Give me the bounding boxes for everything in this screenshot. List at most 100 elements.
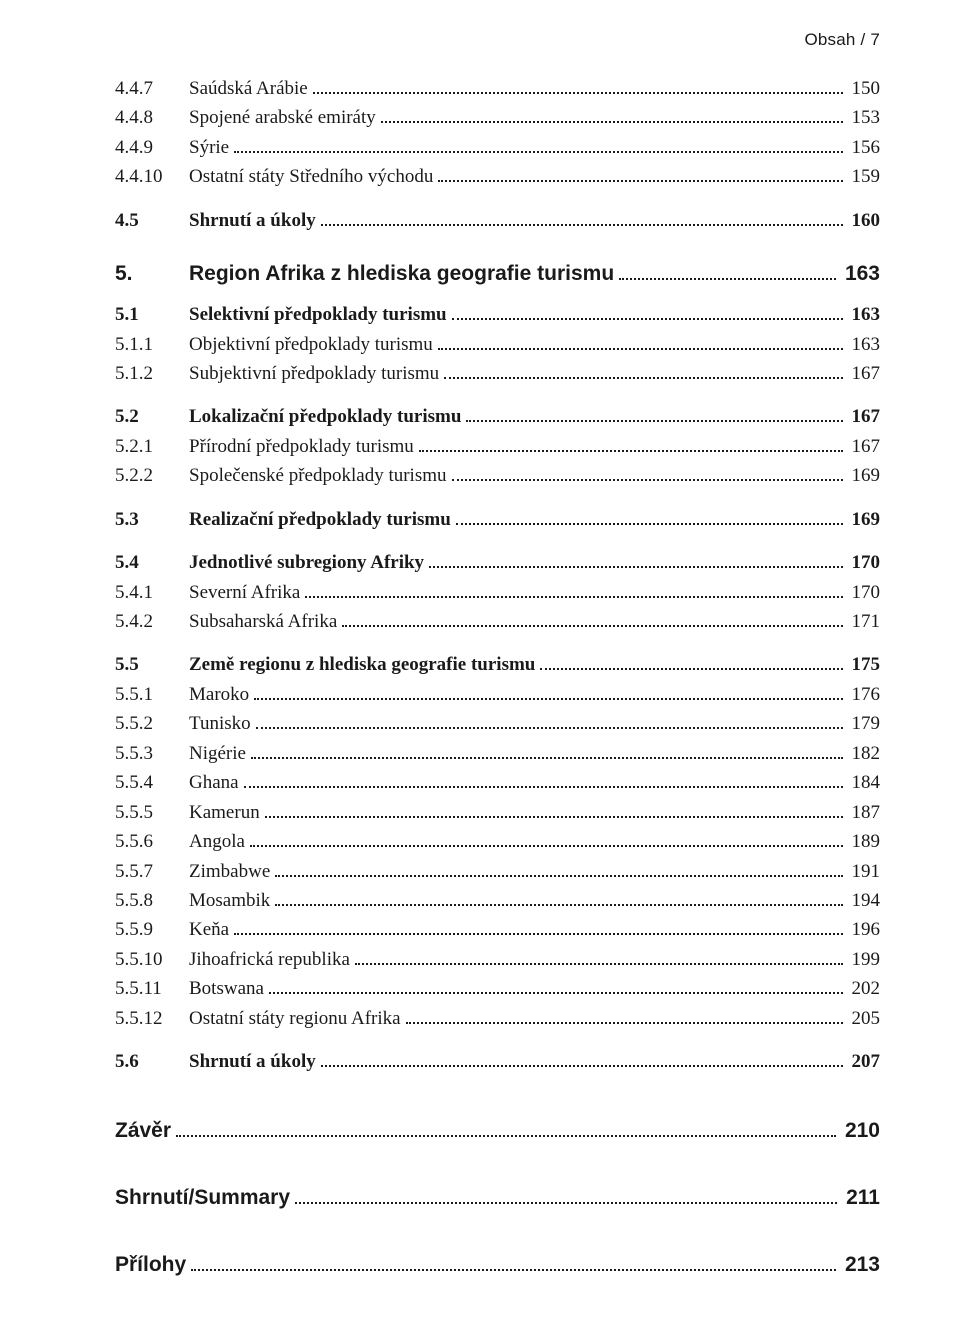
toc-number: 5.1.1 [115, 330, 189, 359]
toc-entry: 4.4.10Ostatní státy Středního východu 15… [115, 162, 880, 191]
toc-entry: 5.5.10Jihoafrická republika 199 [115, 945, 880, 974]
end-section: Shrnutí/Summary 211 [115, 1185, 880, 1210]
toc-title: Selektivní předpoklady turismu [189, 300, 447, 329]
toc-title: Přírodní předpoklady turismu [189, 432, 414, 461]
toc-page: 205 [848, 1004, 881, 1033]
end-section-page: 210 [841, 1119, 880, 1143]
toc-group: 4.4.7Saúdská Arábie 1504.4.8Spojené arab… [115, 74, 880, 192]
chapter-page: 163 [841, 262, 880, 286]
toc-page: 150 [848, 74, 881, 103]
toc-entry: 5.1Selektivní předpoklady turismu 163 [115, 300, 880, 329]
toc-title: Realizační předpoklady turismu [189, 505, 451, 534]
toc-number: 5.1.2 [115, 359, 189, 388]
dot-leader [342, 610, 842, 627]
toc-number: 5.5.9 [115, 915, 189, 944]
dot-leader [438, 165, 842, 182]
toc-entry: 5.5.3Nigérie 182 [115, 739, 880, 768]
dot-leader [619, 261, 836, 280]
toc-title: Spojené arabské emiráty [189, 103, 376, 132]
toc-entry: 5.5.1Maroko 176 [115, 680, 880, 709]
dot-leader [456, 508, 843, 525]
toc-entry: 5.5.6Angola 189 [115, 827, 880, 856]
toc-title: Nigérie [189, 739, 246, 768]
dot-leader [244, 771, 843, 788]
dot-leader [251, 742, 843, 759]
dot-leader [452, 464, 843, 481]
toc-page: 159 [848, 162, 881, 191]
toc-entry: 5.5.5Kamerun 187 [115, 798, 880, 827]
dot-leader [295, 1185, 837, 1204]
toc-title: Shrnutí a úkoly [189, 1047, 316, 1076]
dot-leader [466, 405, 842, 422]
toc-entry: 5.4.1Severní Afrika 170 [115, 578, 880, 607]
chapter-heading: 5. Region Afrika z hlediska geografie tu… [115, 261, 880, 286]
toc-page: 171 [848, 607, 881, 636]
toc-page: 187 [848, 798, 881, 827]
dot-leader [256, 712, 843, 729]
dot-leader [355, 948, 843, 965]
toc-page: 167 [848, 432, 881, 461]
toc-entry: 4.4.9Sýrie 156 [115, 133, 880, 162]
toc-title: Jednotlivé subregiony Afriky [189, 548, 424, 577]
toc-page: 160 [848, 206, 881, 235]
toc-page: 167 [848, 359, 881, 388]
toc-page: 170 [848, 548, 881, 577]
toc-entry: 5.3Realizační předpoklady turismu 169 [115, 505, 880, 534]
toc-number: 4.5 [115, 206, 189, 235]
toc-page: 194 [848, 886, 881, 915]
end-section-page: 213 [841, 1253, 880, 1277]
end-section-title: Závěr [115, 1119, 171, 1143]
toc-title: Kamerun [189, 798, 260, 827]
dot-leader [444, 362, 842, 379]
toc-number: 5.5.1 [115, 680, 189, 709]
toc-number: 5.5.3 [115, 739, 189, 768]
toc-page: 179 [848, 709, 881, 738]
toc-entry: 5.5.11Botswana 202 [115, 974, 880, 1003]
dot-leader [313, 77, 843, 94]
toc-number: 4.4.8 [115, 103, 189, 132]
toc-entry: 5.2.2Společenské předpoklady turismu 169 [115, 461, 880, 490]
toc-number: 5.5.4 [115, 768, 189, 797]
toc-title: Subjektivní předpoklady turismu [189, 359, 439, 388]
toc-number: 5.6 [115, 1047, 189, 1076]
toc-page: 184 [848, 768, 881, 797]
end-section: Závěr 210 [115, 1119, 880, 1144]
toc-entry: 4.4.7Saúdská Arábie 150 [115, 74, 880, 103]
dot-leader [406, 1007, 843, 1024]
toc-title: Sýrie [189, 133, 229, 162]
toc-number: 5.5 [115, 650, 189, 679]
toc-bottom: 5.1Selektivní předpoklady turismu 1635.1… [115, 300, 880, 1077]
toc-number: 4.4.7 [115, 74, 189, 103]
toc-title: Mosambik [189, 886, 270, 915]
dot-leader [381, 106, 843, 123]
toc-entry: 5.1.1Objektivní předpoklady turismu 163 [115, 330, 880, 359]
toc-title: Země regionu z hlediska geografie turism… [189, 650, 535, 679]
toc-title: Ghana [189, 768, 239, 797]
toc-page: 169 [848, 461, 881, 490]
toc-number: 5.2.1 [115, 432, 189, 461]
toc-number: 4.4.10 [115, 162, 189, 191]
toc-number: 5.2.2 [115, 461, 189, 490]
toc-title: Ostatní státy Středního východu [189, 162, 433, 191]
toc-page: 202 [848, 974, 881, 1003]
toc-page: 156 [848, 133, 881, 162]
toc-number: 5.5.10 [115, 945, 189, 974]
toc-page: 163 [848, 330, 881, 359]
toc-entry: 5.2.1Přírodní předpoklady turismu 167 [115, 432, 880, 461]
toc-entry: 5.1.2Subjektivní předpoklady turismu 167 [115, 359, 880, 388]
toc-entry: 5.6Shrnutí a úkoly 207 [115, 1047, 880, 1076]
dot-leader [234, 918, 842, 935]
toc-title: Zimbabwe [189, 857, 270, 886]
dot-leader [191, 1252, 836, 1271]
toc-number: 5.1 [115, 300, 189, 329]
toc-group: 5.4Jednotlivé subregiony Afriky 1705.4.1… [115, 548, 880, 636]
toc-group: 4.5Shrnutí a úkoly 160 [115, 206, 880, 235]
chapter-title: Region Afrika z hlediska geografie turis… [189, 262, 614, 286]
toc-page: 169 [848, 505, 881, 534]
dot-leader [269, 977, 843, 994]
toc-title: Botswana [189, 974, 264, 1003]
toc-number: 4.4.9 [115, 133, 189, 162]
toc-title: Subsaharská Afrika [189, 607, 337, 636]
toc-title: Shrnutí a úkoly [189, 206, 316, 235]
toc-number: 5.5.7 [115, 857, 189, 886]
